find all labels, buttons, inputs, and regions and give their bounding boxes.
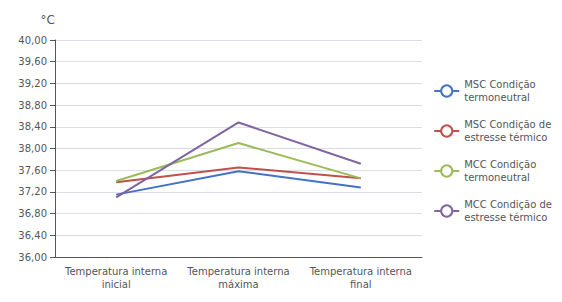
- svg-text:termoneutral: termoneutral: [464, 92, 530, 103]
- svg-text:MSC Condição de: MSC Condição de: [464, 119, 551, 130]
- svg-text:38,40: 38,40: [18, 121, 47, 132]
- svg-text:36,80: 36,80: [18, 208, 47, 219]
- svg-text:37,20: 37,20: [18, 186, 47, 197]
- svg-text:MSC Condição: MSC Condição: [464, 79, 535, 90]
- svg-text:Temperatura interna: Temperatura interna: [186, 266, 289, 277]
- svg-text:MCC Condição de: MCC Condição de: [464, 199, 552, 210]
- svg-text:termoneutral: termoneutral: [464, 172, 530, 183]
- svg-text:39,60: 39,60: [18, 56, 47, 67]
- svg-text:final: final: [350, 279, 372, 290]
- svg-text:MCC Condição: MCC Condição: [464, 159, 536, 170]
- svg-text:estresse térmico: estresse térmico: [464, 132, 547, 143]
- svg-text:°C: °C: [41, 13, 55, 27]
- svg-text:38,00: 38,00: [18, 143, 47, 154]
- svg-text:37,60: 37,60: [18, 165, 47, 176]
- svg-text:máxima: máxima: [218, 279, 258, 290]
- svg-text:38,80: 38,80: [18, 100, 47, 111]
- svg-text:inicial: inicial: [102, 279, 131, 290]
- svg-text:36,00: 36,00: [18, 252, 47, 263]
- svg-text:40,00: 40,00: [18, 35, 47, 46]
- svg-text:39,20: 39,20: [18, 78, 47, 89]
- svg-text:Temperatura interna: Temperatura interna: [309, 266, 412, 277]
- svg-text:36,40: 36,40: [18, 230, 47, 241]
- svg-text:Temperatura interna: Temperatura interna: [64, 266, 167, 277]
- svg-text:estresse térmico: estresse térmico: [464, 212, 547, 223]
